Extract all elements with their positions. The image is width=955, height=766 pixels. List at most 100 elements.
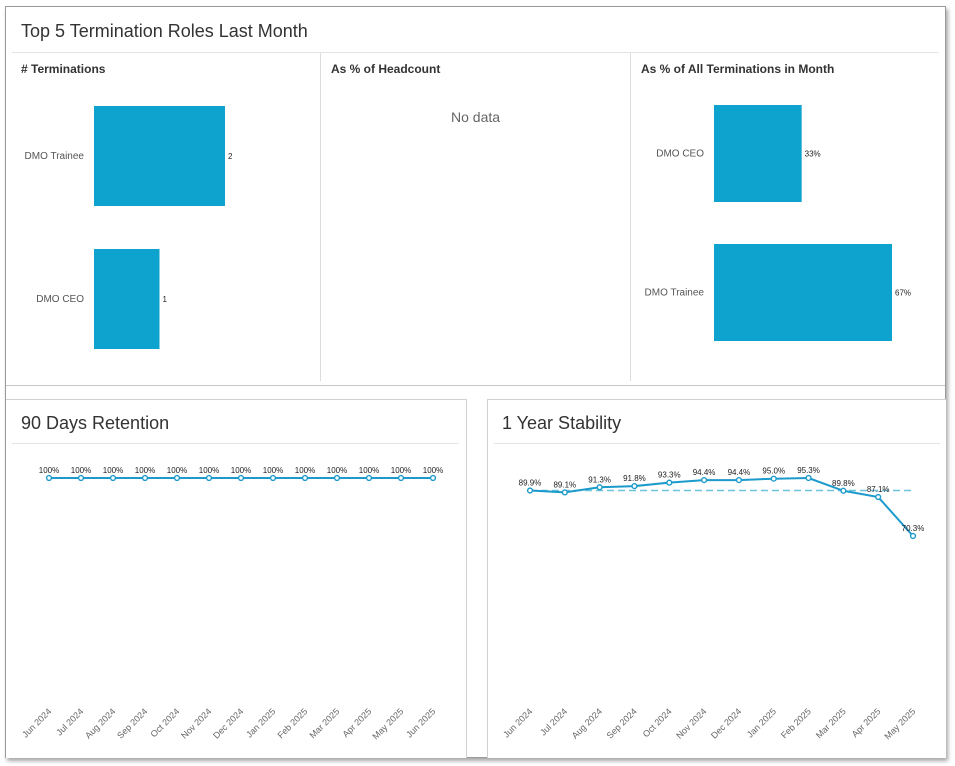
bar [94,249,160,349]
data-point [770,475,777,482]
data-label: 100% [327,466,347,475]
x-tick-label: Dec 2024 [211,706,245,740]
panel-title: Top 5 Termination Roles Last Month [21,21,308,41]
data-label: 89.1% [553,480,576,489]
data-label: 100% [71,466,91,475]
data-label: 100% [103,466,123,475]
data-point [596,484,603,491]
x-tick-label: Jul 2024 [54,706,85,737]
data-label: 67% [895,289,911,298]
x-tick-label: May 2025 [370,706,405,741]
panel-divider [12,52,939,53]
data-label: 95.3% [797,466,820,475]
data-label: 100% [391,466,411,475]
section-divider [6,385,945,386]
x-tick-label: Jun 2024 [501,706,534,739]
category-label: DMO CEO [36,294,84,305]
data-point [237,474,245,482]
data-label: 1 [163,295,168,304]
data-label: 95.0% [762,467,785,476]
panel-divider [12,443,459,444]
x-tick-label: Nov 2024 [179,706,213,740]
panel-divider [494,443,940,444]
column-divider [630,53,631,381]
x-tick-label: Feb 2025 [779,706,813,740]
data-label: 93.3% [658,471,681,480]
data-point [301,474,309,482]
x-tick-label: Sep 2024 [605,706,639,740]
data-point [333,474,341,482]
x-tick-label: Aug 2024 [83,706,117,740]
data-point [365,474,373,482]
category-label: DMO Trainee [25,151,85,162]
panel-title: 1 Year Stability [502,413,622,433]
data-point [526,487,534,494]
panel-title: 90 Days Retention [21,413,170,433]
data-point [735,476,743,484]
x-tick-label: Sep 2024 [115,706,149,740]
x-tick-label: Oct 2024 [641,706,674,739]
x-tick-label: Jan 2025 [244,706,277,739]
x-tick-label: Mar 2025 [814,706,848,740]
category-label: DMO CEO [656,149,704,160]
x-tick-label: Feb 2025 [275,706,309,740]
data-label: 100% [263,466,283,475]
data-label: 100% [359,466,379,475]
data-label: 91.8% [623,474,646,483]
data-point [45,474,53,482]
data-label: 94.4% [693,468,716,477]
data-label: 2 [228,152,233,161]
data-label: 100% [135,466,155,475]
x-tick-label: Apr 2025 [341,706,374,739]
retention-panel: 90 Days Retention 100% 100% 100% 100% 100% 10… [6,399,467,758]
data-point [666,479,673,486]
stability-line-chart: 89.9% 89.1% 91.3% 91.8% 93.3% 94.4% 94.4% 95.0%… [501,466,925,741]
dashboard-frame: Top 5 Termination Roles Last Month # Ter… [5,6,946,758]
data-point [205,474,213,482]
chart-title: As % of Headcount [331,62,441,76]
data-label: 100% [295,466,315,475]
no-data-message: No data [451,109,501,125]
top-terminations-panel: Top 5 Termination Roles Last Month # Ter… [6,7,945,385]
bar [94,106,225,206]
x-tick-label: Jun 2024 [20,706,53,739]
data-label: 100% [231,466,251,475]
data-point [77,474,85,482]
bar [714,105,802,202]
x-tick-label: Dec 2024 [709,706,743,740]
data-point [397,474,405,482]
data-point [805,474,812,482]
data-point [429,474,437,482]
x-tick-label: May 2025 [882,706,917,741]
data-label: 100% [167,466,187,475]
percent-terminations-bar-chart: DMO CEO 33% DMO Trainee 67% [645,105,911,341]
data-label: 91.3% [588,475,611,484]
x-tick-label: Nov 2024 [674,706,708,740]
chart-title: As % of All Terminations in Month [641,62,835,76]
data-point [269,474,277,482]
data-point [561,489,568,496]
x-tick-label: Apr 2025 [850,706,883,739]
category-label: DMO Trainee [645,288,705,299]
data-point [631,483,638,490]
data-label: 87.1% [867,485,890,494]
x-tick-label: Jun 2025 [404,706,437,739]
data-label: 70.3% [902,524,925,533]
x-tick-label: Oct 2024 [149,706,182,739]
x-tick-label: Jan 2025 [745,706,778,739]
data-label: 89.8% [832,479,855,488]
data-label: 89.9% [519,479,542,488]
column-divider [320,53,321,381]
terminations-bar-chart: DMO Trainee 2 DMO CEO 1 [25,106,233,349]
data-point [909,532,917,540]
data-label: 33% [805,150,821,159]
data-label: 94.4% [728,468,751,477]
data-label: 100% [423,466,443,475]
retention-line-chart: 100% 100% 100% 100% 100% 100% 100% 100% 100% 100%… [20,466,443,741]
x-tick-label: Aug 2024 [570,706,604,740]
bar [714,244,892,341]
data-point [700,476,708,484]
x-tick-label: Jul 2024 [538,706,569,737]
data-point [875,493,882,501]
data-point [109,474,117,482]
